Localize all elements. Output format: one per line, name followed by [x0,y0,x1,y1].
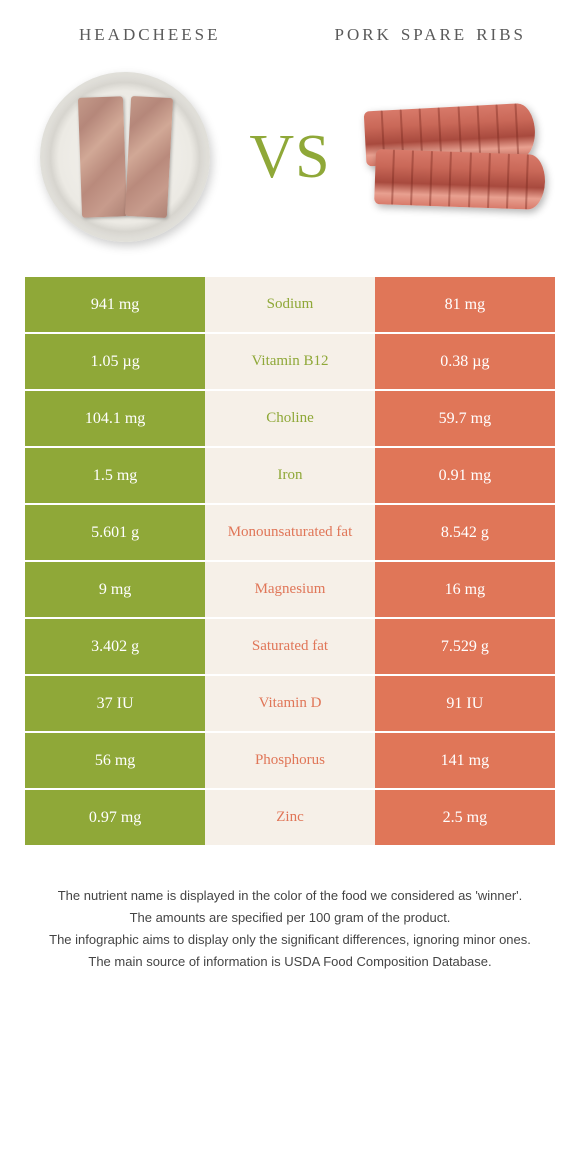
value-left: 56 mg [25,733,205,788]
value-right: 8.542 g [375,505,555,560]
value-right: 7.529 g [375,619,555,674]
value-left: 104.1 mg [25,391,205,446]
nutrient-table: 941 mgSodium81 mg1.05 µgVitamin B120.38 … [25,277,555,845]
value-right: 141 mg [375,733,555,788]
table-row: 56 mgPhosphorus141 mg [25,733,555,788]
footer-line: The nutrient name is displayed in the co… [35,885,545,907]
food-left-image [35,67,215,247]
headcheese-plate-icon [40,72,210,242]
footer-line: The amounts are specified per 100 gram o… [35,907,545,929]
table-row: 5.601 gMonounsaturated fat8.542 g [25,505,555,560]
table-row: 104.1 mgCholine59.7 mg [25,391,555,446]
value-right: 0.91 mg [375,448,555,503]
value-left: 9 mg [25,562,205,617]
value-right: 59.7 mg [375,391,555,446]
value-left: 0.97 mg [25,790,205,845]
pork-ribs-icon [365,102,545,212]
food-right-image [365,67,545,247]
footer-notes: The nutrient name is displayed in the co… [25,885,555,973]
header-row: headcheese pork spare ribs [25,20,555,47]
nutrient-label: Zinc [205,790,375,845]
images-row: VS [25,67,555,247]
nutrient-label: Monounsaturated fat [205,505,375,560]
value-left: 1.05 µg [25,334,205,389]
nutrient-label: Saturated fat [205,619,375,674]
value-left: 5.601 g [25,505,205,560]
table-row: 37 IUVitamin D91 IU [25,676,555,731]
nutrient-label: Vitamin B12 [205,334,375,389]
value-right: 16 mg [375,562,555,617]
vs-label: VS [249,122,330,193]
food-right-title: pork spare ribs [316,20,546,47]
table-row: 3.402 gSaturated fat7.529 g [25,619,555,674]
nutrient-label: Phosphorus [205,733,375,788]
food-left-title: headcheese [35,20,265,47]
value-left: 1.5 mg [25,448,205,503]
footer-line: The infographic aims to display only the… [35,929,545,951]
table-row: 941 mgSodium81 mg [25,277,555,332]
footer-line: The main source of information is USDA F… [35,951,545,973]
nutrient-label: Choline [205,391,375,446]
table-row: 1.05 µgVitamin B120.38 µg [25,334,555,389]
value-right: 0.38 µg [375,334,555,389]
value-right: 2.5 mg [375,790,555,845]
nutrient-label: Vitamin D [205,676,375,731]
table-row: 9 mgMagnesium16 mg [25,562,555,617]
nutrient-label: Iron [205,448,375,503]
nutrient-label: Magnesium [205,562,375,617]
value-right: 81 mg [375,277,555,332]
nutrient-label: Sodium [205,277,375,332]
value-right: 91 IU [375,676,555,731]
value-left: 3.402 g [25,619,205,674]
value-left: 37 IU [25,676,205,731]
table-row: 0.97 mgZinc2.5 mg [25,790,555,845]
value-left: 941 mg [25,277,205,332]
table-row: 1.5 mgIron0.91 mg [25,448,555,503]
